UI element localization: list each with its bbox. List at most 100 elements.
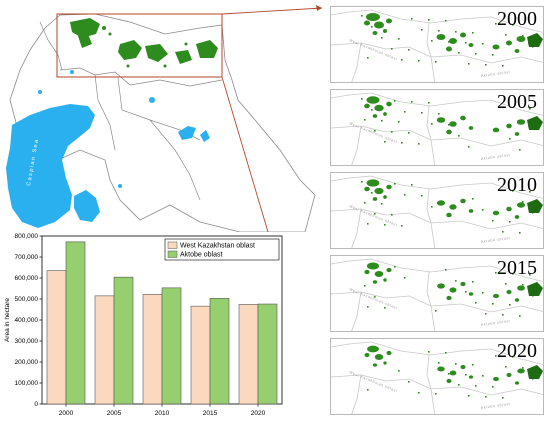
cropland-dot <box>509 138 511 140</box>
cropland-patch <box>460 32 466 38</box>
bar-west-kazakhstan-2005 <box>94 295 115 405</box>
bar-west-kazakhstan-2015 <box>190 305 211 405</box>
cropland-dot <box>512 190 514 192</box>
study-area-highlight <box>56 13 223 78</box>
legend-swatch <box>167 241 178 249</box>
cropland-patch <box>386 101 392 107</box>
leader-line-bottom <box>221 76 323 415</box>
cropland-dot <box>455 31 457 33</box>
lake <box>70 70 74 74</box>
region-label-aktobe: Aktobe oblast <box>481 402 511 410</box>
cropland-dot <box>401 142 403 144</box>
cropland-dot <box>492 303 494 305</box>
bar-aktobe-2000 <box>65 241 86 405</box>
cropland-patch <box>514 49 520 53</box>
cropland-dot <box>435 393 437 395</box>
cropland-dot <box>502 65 504 67</box>
cropland-cluster <box>527 282 543 296</box>
cropland-dot <box>492 386 494 388</box>
cropland-dot <box>381 203 383 205</box>
cropland-cluster <box>527 33 543 47</box>
cropland-dot <box>421 112 423 114</box>
cropland-patch <box>516 202 526 208</box>
cropland-dot <box>398 38 400 40</box>
cropland-dot <box>475 385 477 387</box>
cropland-dot <box>374 296 376 298</box>
lake <box>118 184 122 188</box>
region-border <box>426 354 436 414</box>
lake <box>200 130 210 142</box>
cropland-patch <box>372 280 378 284</box>
oblast-border <box>149 119 201 201</box>
legend-label: Aktobe oblast <box>180 252 222 259</box>
cropland-patch <box>366 13 380 21</box>
cropland-dot <box>401 225 403 227</box>
cropland-patch <box>366 262 380 270</box>
cropland-patch <box>492 44 500 50</box>
cropland-cluster <box>527 199 543 213</box>
panel-map: West Kazakhstan oblast Aktobe oblast <box>331 341 543 414</box>
region-border <box>331 92 543 116</box>
cropland-dot <box>465 291 467 293</box>
cropland-patch <box>506 372 512 378</box>
overview-map: Caspian Sea <box>0 0 325 415</box>
cropland-dot <box>458 52 460 54</box>
cropland-dot <box>408 381 410 383</box>
cropland-dot <box>472 32 474 34</box>
cropland-dot <box>391 131 393 133</box>
cropland-patch <box>383 195 387 199</box>
cropland-dot <box>502 397 504 399</box>
legend-label: West Kazakhstan oblast <box>180 243 255 250</box>
cropland-dot <box>421 29 423 31</box>
arrow-head-top <box>316 5 322 11</box>
cropland-patch <box>460 364 466 370</box>
cropland-dot <box>472 198 474 200</box>
cropland-patch <box>437 366 445 372</box>
cropland-patch <box>386 18 392 24</box>
region-label-aktobe: Aktobe oblast <box>481 153 511 161</box>
cropland-overview <box>70 18 218 68</box>
cropland-dot <box>364 285 366 287</box>
cropland-patch <box>372 363 378 367</box>
cropland-dot <box>468 63 470 65</box>
cropland-dot <box>371 26 373 28</box>
cropland-dot <box>394 100 396 102</box>
cropland-dot <box>519 149 521 151</box>
bar-aktobe-2015 <box>209 298 230 405</box>
cropland-dot <box>512 356 514 358</box>
region-label-west-kazakhstan: West Kazakhstan oblast <box>349 38 398 61</box>
cropland-dot <box>418 143 420 145</box>
cropland-patch <box>446 212 452 218</box>
cropland-dot <box>361 181 363 183</box>
cropland-patch <box>366 96 380 104</box>
cropland-dot <box>505 366 507 368</box>
region-border <box>331 9 543 33</box>
lake <box>38 90 42 94</box>
cropland-dot <box>529 108 531 110</box>
cropland-dot <box>384 307 386 309</box>
cropland-patch <box>460 281 466 287</box>
cropland-patch <box>386 350 392 356</box>
cropland-patch <box>383 278 387 282</box>
cropland-patch <box>372 31 378 35</box>
cropland-dot <box>512 24 514 26</box>
cropland-dot <box>522 201 524 203</box>
cropland-cluster <box>527 365 543 379</box>
cropland-dot <box>391 214 393 216</box>
cropland-patch <box>374 104 384 112</box>
cropland-dot <box>465 374 467 376</box>
cropland-dot <box>492 54 494 56</box>
cropland-dot <box>411 184 413 186</box>
panel-year-label: 2010 <box>497 174 537 196</box>
cropland-dot <box>398 121 400 123</box>
cropland-dot <box>495 23 497 25</box>
panel-year-label: 2000 <box>497 8 537 30</box>
panel-year-label: 2015 <box>497 257 537 279</box>
cropland-dot <box>509 221 511 223</box>
cropland-dot <box>512 273 514 275</box>
cropland-dot <box>482 209 484 211</box>
cropland-dot <box>367 306 369 308</box>
cropland-patch <box>436 117 446 123</box>
cropland-dot <box>364 202 366 204</box>
cropland-dot <box>529 274 531 276</box>
